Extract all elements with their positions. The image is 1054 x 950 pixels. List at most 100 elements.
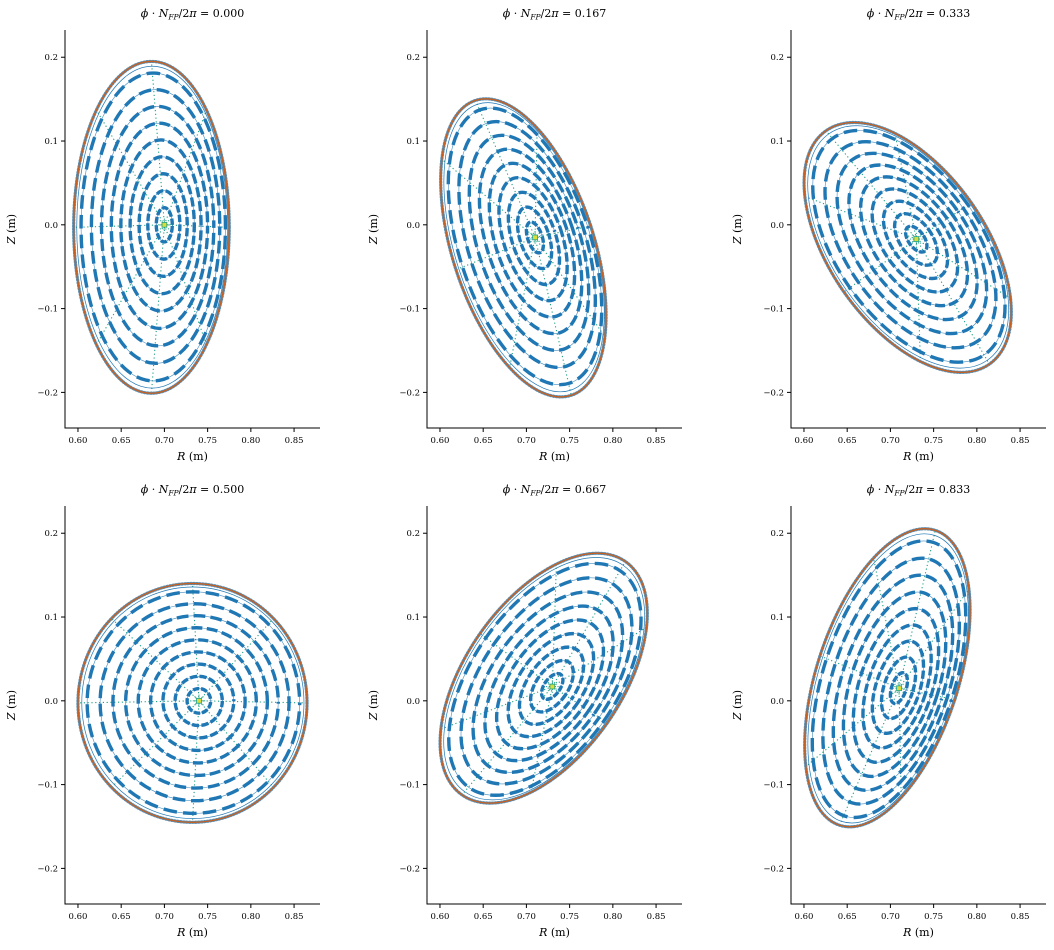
y-axis-label: Z (m) xyxy=(731,214,744,245)
flux-surface-points xyxy=(506,631,596,739)
x-axis-label: R (m) xyxy=(902,450,934,463)
x-axis-label: R (m) xyxy=(176,450,208,463)
x-tick-label: 0.70 xyxy=(517,436,536,446)
x-tick-label: 0.60 xyxy=(430,912,449,922)
flux-surface-points xyxy=(79,71,228,383)
flux-surface-points xyxy=(524,220,546,255)
y-tick-label: 0.1 xyxy=(770,137,784,147)
y-axis-label: Z (m) xyxy=(731,690,744,721)
theta-contour-line xyxy=(534,237,572,396)
flux-surface-points xyxy=(447,561,643,797)
boundary-target-line xyxy=(803,121,1012,374)
boundary xyxy=(76,581,309,824)
y-tick-label: 0.2 xyxy=(44,529,58,539)
boundary-target-line xyxy=(72,60,230,394)
theta-contour-line xyxy=(441,158,536,238)
y-tick-label: 0.2 xyxy=(44,53,58,63)
theta-contour-line xyxy=(440,686,553,730)
axis-marker-square xyxy=(549,683,556,690)
x-axis: 0.60 0.65 0.70 0.75 0.80 0.85 xyxy=(68,428,304,446)
axis-marker-square xyxy=(161,222,168,228)
x-tick-label: 0.75 xyxy=(198,436,217,446)
theta-contour-line xyxy=(150,61,165,225)
x-tick-label: 0.65 xyxy=(474,436,493,446)
flux-surface-line xyxy=(848,164,978,320)
x-tick-label: 0.60 xyxy=(794,912,813,922)
theta-contour-line xyxy=(551,561,626,687)
y-tick-label: 0.0 xyxy=(44,221,58,231)
axes-spines xyxy=(64,506,320,905)
x-axis-label: R (m) xyxy=(902,926,934,939)
y-axis: 0.2 0.1 0.0 −0.1 −0.2 xyxy=(399,529,427,874)
x-axis: 0.60 0.65 0.70 0.75 0.80 0.85 xyxy=(68,904,304,922)
y-axis: 0.2 0.1 0.0 −0.1 −0.2 xyxy=(37,529,65,874)
flux-surfaces xyxy=(443,557,646,801)
plot-title: ϕ · NFP/2π = 0.667 xyxy=(503,483,607,498)
theta-contour-line xyxy=(150,224,165,394)
x-tick-label: 0.80 xyxy=(241,912,260,922)
y-tick-label: −0.2 xyxy=(763,388,784,398)
flux-surface-points xyxy=(111,614,280,790)
axes-spines xyxy=(64,30,320,429)
flux-surface-points xyxy=(487,161,577,319)
flux-surface-points xyxy=(137,172,189,279)
theta-contour-line xyxy=(898,530,936,689)
y-tick-label: −0.2 xyxy=(399,388,420,398)
flux-surface-points xyxy=(870,187,960,294)
x-tick-label: 0.60 xyxy=(794,436,813,446)
axis-marker-square xyxy=(196,698,202,704)
magnetic-axis-marker xyxy=(157,217,172,232)
x-tick-label: 0.80 xyxy=(603,436,622,446)
flux-surface-points xyxy=(85,590,302,816)
axes-spines xyxy=(790,30,1046,429)
axes-spines xyxy=(426,506,682,905)
y-tick-label: −0.1 xyxy=(399,781,420,791)
flux-surface-line xyxy=(807,125,1010,369)
y-tick-label: 0.1 xyxy=(406,613,420,623)
y-axis-label: Z (m) xyxy=(5,214,18,245)
y-axis: 0.2 0.1 0.0 −0.1 −0.2 xyxy=(763,529,791,874)
x-tick-label: 0.75 xyxy=(560,912,579,922)
flux-surface-points xyxy=(494,618,606,751)
x-tick-label: 0.85 xyxy=(1011,436,1030,446)
x-tick-label: 0.85 xyxy=(285,912,304,922)
flux-surface-points xyxy=(98,602,291,803)
axis-marker-square xyxy=(913,236,920,242)
x-tick-label: 0.75 xyxy=(198,912,217,922)
boundary xyxy=(802,120,1013,374)
x-tick-label: 0.65 xyxy=(838,912,857,922)
y-axis: 0.2 0.1 0.0 −0.1 −0.2 xyxy=(763,53,791,398)
x-tick-label: 0.80 xyxy=(967,436,986,446)
flux-surface-points xyxy=(109,121,210,331)
axis-marker-square xyxy=(896,685,902,692)
flux-surfaces xyxy=(443,102,605,393)
y-tick-label: 0.1 xyxy=(44,613,58,623)
y-axis: 0.2 0.1 0.0 −0.1 −0.2 xyxy=(37,53,65,398)
flux-surface-points xyxy=(506,190,562,287)
theta-contour-line xyxy=(461,686,553,796)
y-tick-label: 0.2 xyxy=(770,529,784,539)
y-tick-label: −0.1 xyxy=(763,305,784,315)
theta-contour-line xyxy=(804,195,917,240)
y-tick-label: 0.0 xyxy=(770,221,784,231)
boundary xyxy=(438,551,649,805)
magnetic-axis-marker xyxy=(892,681,907,696)
axes-spines xyxy=(426,30,682,429)
x-tick-label: 0.70 xyxy=(881,912,900,922)
y-tick-label: −0.2 xyxy=(399,864,420,874)
x-axis-label: R (m) xyxy=(538,926,570,939)
flux-surfaces xyxy=(807,533,969,824)
theta-contour-line xyxy=(825,130,917,240)
x-tick-label: 0.70 xyxy=(881,436,900,446)
x-tick-label: 0.60 xyxy=(68,912,87,922)
flux-surface-points xyxy=(821,556,962,806)
flux-surface-points xyxy=(99,104,216,348)
theta-contour-line xyxy=(95,109,165,226)
theta-contour-line xyxy=(111,700,200,788)
x-tick-label: 0.75 xyxy=(924,912,943,922)
y-axis-label: Z (m) xyxy=(367,690,380,721)
x-tick-label: 0.70 xyxy=(517,912,536,922)
boundary xyxy=(439,97,608,399)
boundary-target-line xyxy=(804,528,971,828)
